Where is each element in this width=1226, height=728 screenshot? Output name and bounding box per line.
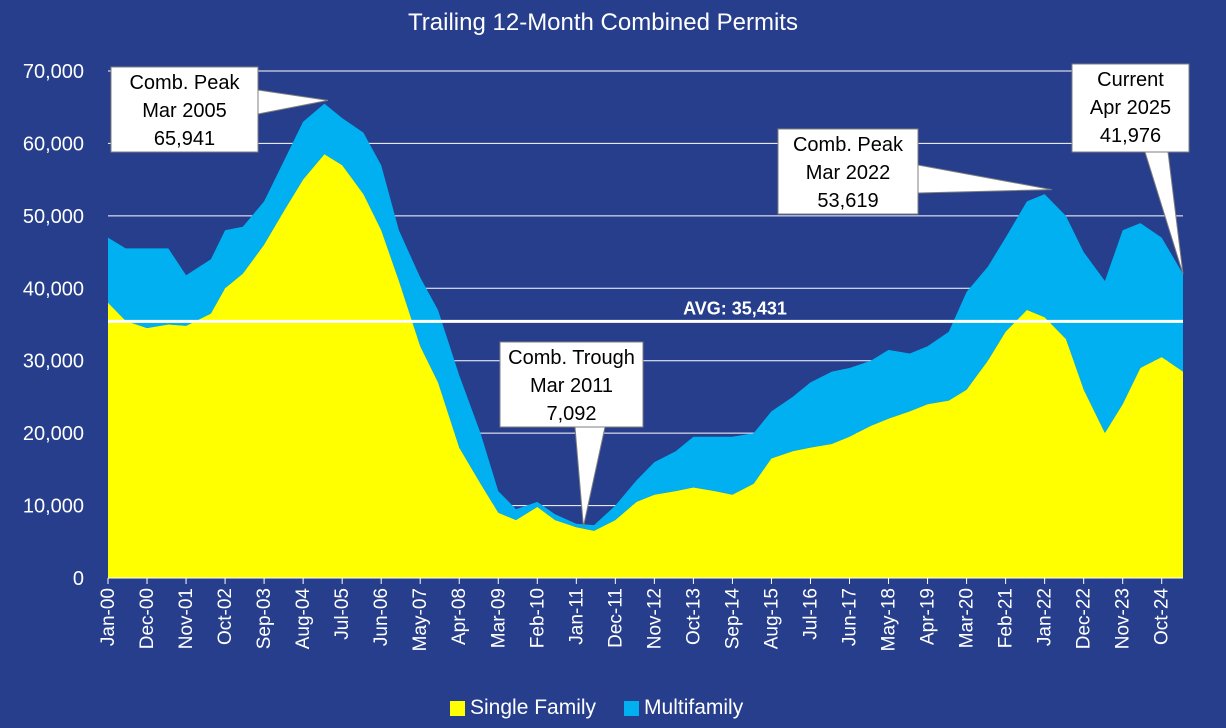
x-tick-label: Mar-20	[957, 588, 978, 648]
axes: 0 10,000 20,000 30,000 40,000 50,000 60,000 70,…	[23, 61, 1183, 651]
average-label: AVG: 35,431	[683, 298, 787, 318]
callout-box	[777, 128, 919, 215]
x-tick-label: Nov-12	[644, 588, 665, 649]
legend-swatch-multifamily	[624, 700, 640, 716]
callout-text: 65,941	[154, 128, 215, 150]
callout-text: Mar 2005	[142, 100, 227, 122]
callout-text: 53,619	[817, 190, 878, 212]
x-tick-label: Jun-06	[371, 588, 392, 646]
x-tick-label: May-07	[410, 588, 431, 651]
x-tick-label: Aug-04	[293, 588, 314, 650]
legend-swatch-single-family	[450, 700, 465, 716]
x-tick-label: Feb-10	[527, 588, 548, 648]
y-tick-label: 0	[73, 568, 84, 590]
x-tick-label: Feb-21	[996, 588, 1017, 648]
legend-item-multifamily[interactable]: Multifamily	[624, 696, 743, 720]
callout-box	[110, 66, 259, 153]
area-series	[108, 103, 1183, 579]
callout-text: Comb. Trough	[508, 347, 635, 369]
y-tick-label: 50,000	[23, 206, 84, 228]
callouts: Comb. Peak Mar 2005 65,941 Comb. Trough Mar …	[110, 63, 1190, 527]
x-tick-label: May-18	[879, 588, 900, 651]
callout-text: Mar 2022	[806, 162, 891, 184]
callout-text: 41,976	[1100, 125, 1161, 147]
x-tick-label: Nov-23	[1113, 588, 1134, 649]
x-tick-label: Dec-00	[137, 588, 158, 649]
x-tick-label: Oct-24	[1152, 588, 1173, 645]
callout-text: 7,092	[546, 403, 596, 425]
y-tick-label: 40,000	[23, 278, 84, 300]
x-tick-label: Jan-00	[98, 588, 119, 646]
x-tick-label: Apr-19	[918, 588, 939, 645]
x-tick-label: Oct-02	[215, 588, 236, 645]
x-tick-label: Mar-09	[488, 588, 509, 648]
x-tick-label: Jan-22	[1035, 588, 1056, 646]
x-tick-label: Apr-08	[449, 588, 470, 645]
single-family-area	[108, 154, 1183, 579]
callout-text: Apr 2025	[1090, 97, 1171, 119]
callout-pointer	[917, 164, 1052, 194]
average-line-group: AVG: 35,431	[108, 298, 1183, 323]
x-tick-label: Nov-01	[176, 588, 197, 649]
callout-text: Comb. Peak	[129, 72, 240, 94]
callout-pointer	[574, 426, 606, 527]
x-tick-label: Jan-11	[566, 588, 587, 645]
y-tick-label: 60,000	[23, 133, 84, 155]
x-tick-label: Sep-14	[722, 588, 743, 650]
callout-box	[1071, 63, 1190, 153]
x-tick-label: Jun-17	[840, 588, 861, 646]
x-tick-label: Aug-15	[761, 588, 782, 649]
legend-label-single-family: Single Family	[470, 696, 597, 719]
y-tick-label: 20,000	[23, 423, 84, 445]
multifamily-area	[108, 103, 1183, 531]
x-tick-label: Oct-13	[683, 588, 704, 645]
legend-label-multifamily: Multifamily	[644, 696, 744, 719]
x-tick-label: Dec-22	[1074, 588, 1095, 649]
y-tick-label: 70,000	[23, 61, 84, 83]
x-tick-label: Jul-16	[800, 588, 821, 640]
callout-box	[499, 341, 644, 428]
y-tick-label: 30,000	[23, 351, 84, 373]
callout-text: Current	[1097, 69, 1164, 91]
x-tick-label: Jul-05	[332, 588, 353, 640]
legend-item-single-family[interactable]: Single Family	[450, 696, 596, 720]
y-tick-label: 10,000	[23, 496, 84, 518]
x-tick-label: Sep-03	[254, 588, 275, 649]
callout-text: Mar 2011	[530, 375, 613, 397]
x-tick-label: Dec-11	[605, 588, 626, 648]
callout-text: Comb. Peak	[793, 134, 904, 156]
legend: Single Family Multifamily	[450, 696, 771, 720]
chart-title: Trailing 12-Month Combined Permits	[408, 9, 798, 36]
